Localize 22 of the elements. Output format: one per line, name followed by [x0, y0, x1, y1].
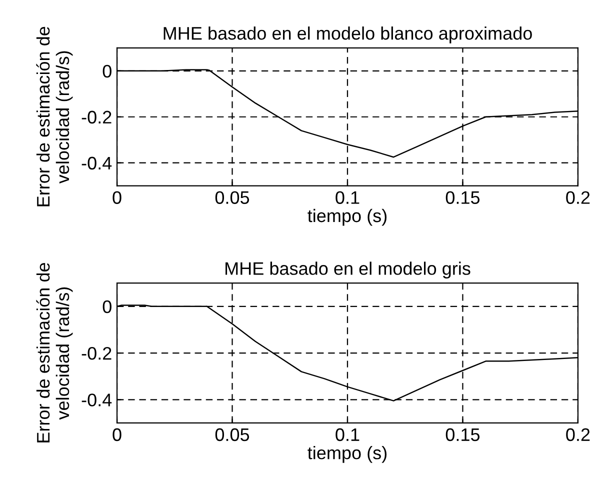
y-tick-label: -0.2 [82, 346, 112, 360]
x-tick-label: 0.1 [336, 428, 360, 442]
x-axis-title: tiempo (s) [308, 208, 387, 226]
chart-title: MHE basado en el modelo gris [226, 262, 470, 278]
y-tick-label: 0 [102, 300, 112, 314]
y-tick-label: -0.2 [82, 110, 112, 124]
x-tick-label: 0.15 [446, 191, 480, 204]
y-tick-label: 0 [102, 64, 112, 78]
y-axis-title: Error de estimación de velocidad (rad/s) [36, 26, 73, 206]
x-tick-label: 0.2 [566, 191, 590, 204]
y-axis-title: Error de estimación de velocidad (rad/s) [36, 263, 73, 442]
x-tick-label: 0.1 [336, 191, 360, 204]
x-tick-label: 0 [112, 191, 122, 204]
y-tick-label: -0.4 [82, 156, 112, 170]
chart-title: MHE basado en el modelo blanco aproximado [164, 26, 532, 44]
x-tick-label: 0 [112, 428, 122, 442]
x-tick-label: 0.15 [446, 428, 480, 442]
y-tick-label: -0.4 [82, 394, 112, 406]
x-tick-label: 0.2 [566, 428, 590, 442]
x-axis-title: tiempo (s) [308, 446, 387, 463]
x-tick-label: 0.05 [215, 191, 250, 204]
x-tick-label: 0.05 [215, 428, 250, 442]
